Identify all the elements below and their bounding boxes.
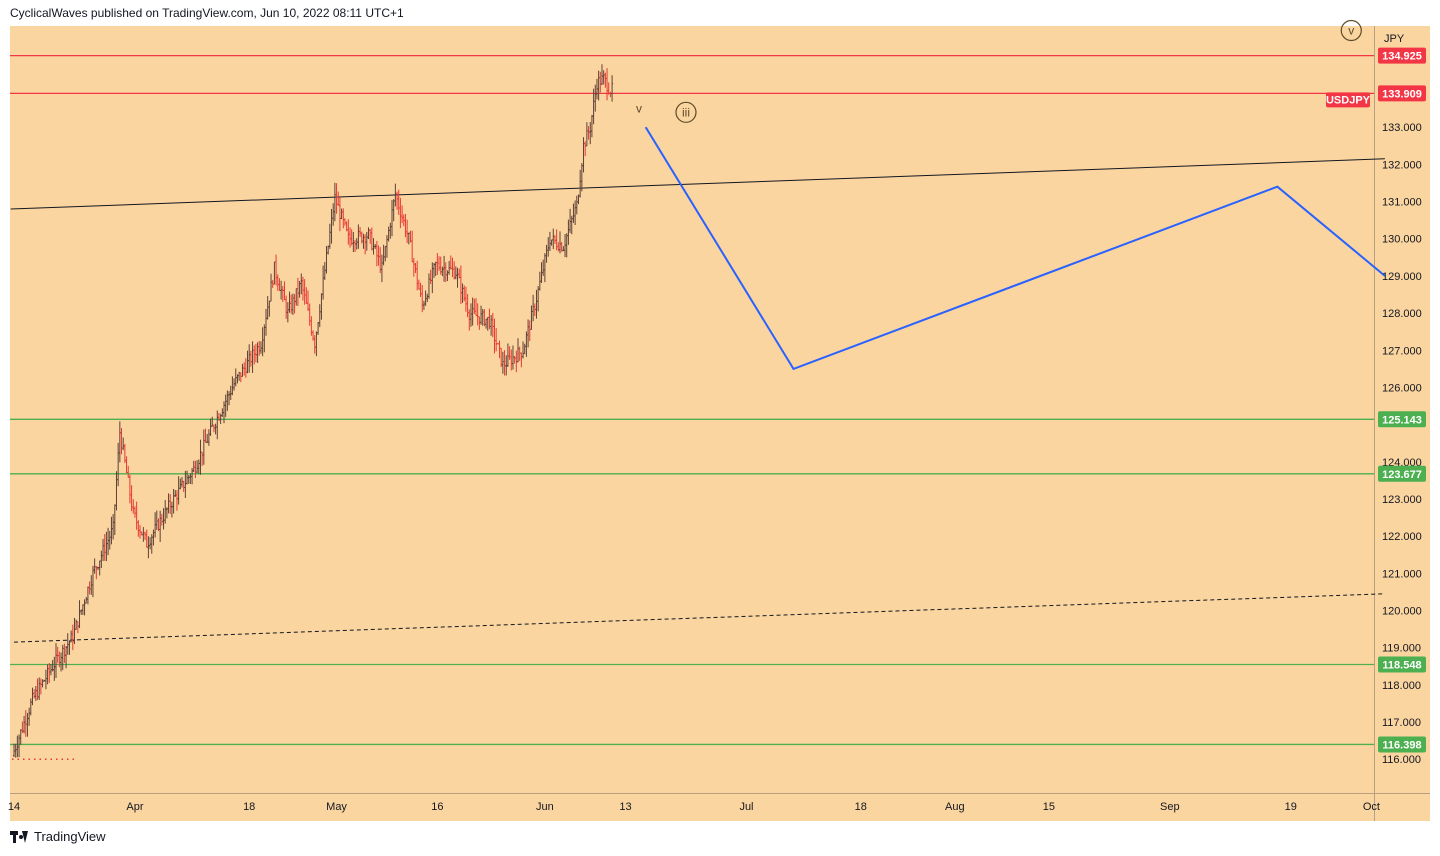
y-tick-label: 133.000: [1382, 122, 1422, 134]
price-badge-2: [1378, 411, 1426, 428]
x-tick-label: Jun: [536, 801, 554, 813]
wave-circle-1: [675, 101, 697, 123]
y-tick-label: 131.000: [1382, 197, 1422, 209]
y-tick-label: 123.000: [1382, 494, 1422, 506]
tradingview-logo-icon: [10, 830, 28, 843]
y-tick-label: 119.000: [1382, 643, 1421, 655]
price-badge-5: [1378, 736, 1426, 753]
price-badge-label-3: 123.677: [1382, 469, 1422, 481]
projection-path[interactable]: [644, 126, 1386, 371]
price-axis-background: [1374, 26, 1430, 793]
symbol-badge[interactable]: [1326, 92, 1370, 108]
x-tick-label: Apr: [126, 801, 143, 813]
x-tick-label: 16: [431, 801, 443, 813]
price-chart[interactable]: v iii v 116.000 117.000 118.000 119.000 120.00…: [0, 0, 1440, 822]
y-tick-label: 129.000: [1382, 271, 1422, 283]
price-badge-1: [1378, 85, 1426, 102]
wave-label-0: v: [636, 102, 642, 116]
y-tick-label: 126.000: [1382, 382, 1422, 394]
price-badge-label-1: 133.909: [1382, 88, 1422, 100]
x-tick-label: Jul: [739, 801, 753, 813]
x-tick-label: 18: [855, 801, 867, 813]
x-tick-label: 19: [1285, 801, 1297, 813]
price-badge-0: [1378, 47, 1426, 64]
x-tick-label: Oct: [1363, 801, 1380, 813]
price-badge-3: [1378, 465, 1426, 482]
trendline-lower[interactable]: [13, 593, 1385, 643]
symbol-badge-label: USDJPY: [1326, 94, 1371, 106]
footer-brand-label: TradingView: [34, 829, 106, 844]
x-tick-label: May: [326, 801, 347, 813]
price-badge-label-4: 118.548: [1382, 660, 1421, 672]
wave-label-2: v: [1348, 24, 1354, 38]
x-tick-label: Aug: [945, 801, 965, 813]
price-badge-label-5: 116.398: [1382, 739, 1421, 751]
x-tick-label: Sep: [1160, 801, 1180, 813]
y-tick-label: 127.000: [1382, 345, 1422, 357]
x-tick-label: 18: [243, 801, 255, 813]
y-tick-label: 128.000: [1382, 308, 1422, 320]
y-tick-label: 117.000: [1382, 717, 1421, 729]
price-badge-label-0: 134.925: [1382, 51, 1422, 63]
y-tick-label: 118.000: [1382, 680, 1421, 692]
plot-background: [10, 26, 1374, 793]
y-tick-label: 122.000: [1382, 531, 1422, 543]
wave-label-1: iii: [682, 105, 690, 119]
x-tick-label: 14: [8, 801, 20, 813]
y-tick-label: 130.000: [1382, 234, 1422, 246]
x-tick-label: 13: [619, 801, 631, 813]
price-badge-4: [1378, 656, 1426, 673]
y-tick-label: 121.000: [1382, 568, 1422, 580]
x-tick-label: 15: [1043, 801, 1055, 813]
footer-brand[interactable]: TradingView: [10, 829, 106, 844]
price-badge-label-2: 125.143: [1382, 414, 1422, 426]
trendline-upper[interactable]: [10, 158, 1385, 210]
currency-label: JPY: [1384, 33, 1405, 45]
y-tick-label: 124.000: [1382, 457, 1422, 469]
wave-circle-2: [1340, 19, 1362, 42]
publisher-caption: CyclicalWaves published on TradingView.c…: [10, 6, 404, 20]
y-tick-label: 120.000: [1382, 606, 1422, 618]
y-tick-label: 116.000: [1382, 754, 1421, 766]
time-axis-background: [10, 793, 1430, 821]
y-tick-label: 132.000: [1382, 159, 1422, 171]
